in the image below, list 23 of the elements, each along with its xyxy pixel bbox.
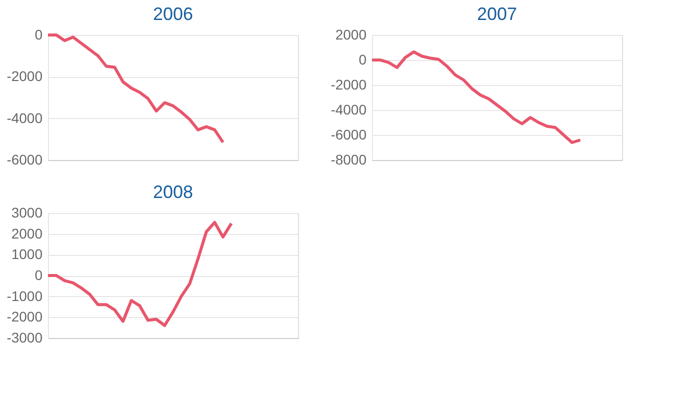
y-tick-label: -2000 <box>6 308 43 325</box>
chart-title: 2006 <box>152 4 194 24</box>
line-series <box>46 34 224 144</box>
chart-title: 2007 <box>476 4 518 24</box>
y-tick-label: -2000 <box>6 68 43 84</box>
y-tick-label: 2000 <box>11 225 43 242</box>
line-series <box>46 220 233 327</box>
y-tick-label: -1000 <box>6 288 43 304</box>
y-tick-label: -6000 <box>6 152 43 168</box>
y-tick-label: 3000 <box>11 204 43 220</box>
line-series <box>370 50 582 144</box>
chart-title: 2008 <box>152 182 194 202</box>
y-tick-label: -3000 <box>6 330 43 346</box>
y-tick-label: 0 <box>34 267 43 283</box>
y-tick-label: -8000 <box>330 152 367 168</box>
y-tick-label: -4000 <box>330 102 367 118</box>
y-tick-label: -4000 <box>6 110 43 126</box>
y-tick-label: -2000 <box>330 76 367 92</box>
y-tick-label: 2000 <box>335 26 367 42</box>
y-tick-label: 1000 <box>11 246 43 262</box>
y-tick-label: -6000 <box>330 126 367 142</box>
y-tick-label: 0 <box>34 26 43 42</box>
y-tick-label: 0 <box>358 52 367 68</box>
